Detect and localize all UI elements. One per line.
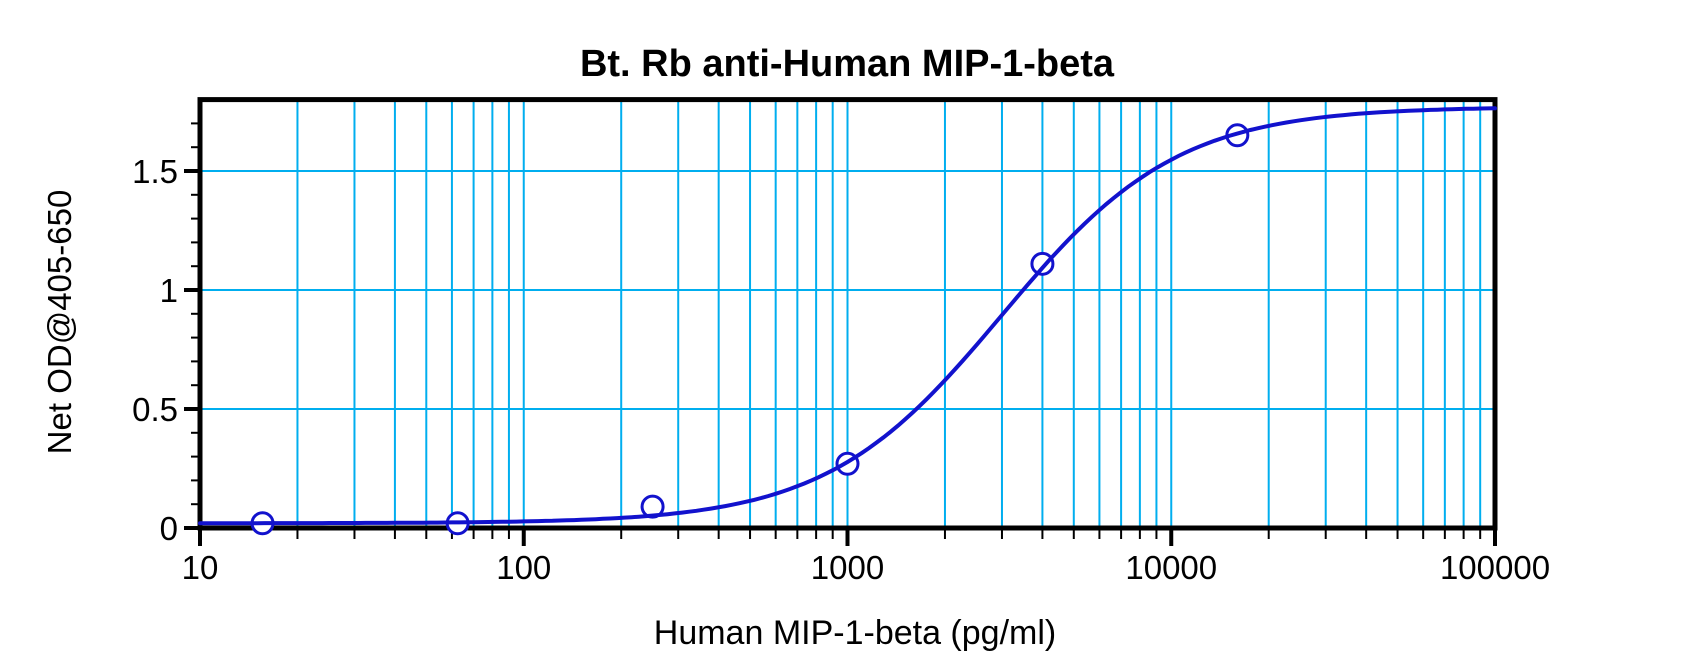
fit-curve-path (198, 106, 1497, 526)
y-tick-label: 0.5 (132, 391, 178, 428)
x-axis-ticks (198, 530, 1497, 546)
x-tick-labels: 10 100 1000 10000 100000 (182, 549, 1550, 586)
y-axis-ticks (184, 122, 198, 530)
x-tick-label: 1000 (811, 549, 884, 586)
plot-frame (197, 97, 1498, 531)
y-tick-label: 1 (160, 272, 178, 309)
vertical-gridlines (296, 99, 1482, 528)
y-tick-labels: 0 0.5 1 1.5 (132, 153, 178, 547)
y-tick-label: 0 (160, 510, 178, 547)
chart-title: Bt. Rb anti-Human MIP-1-beta (580, 43, 1115, 85)
x-tick-label: 10000 (1125, 549, 1217, 586)
plot-frame-box (197, 97, 1498, 531)
y-tick-label: 1.5 (132, 153, 178, 190)
x-tick-label: 100000 (1440, 549, 1550, 586)
x-tick-label: 10 (182, 549, 219, 586)
fit-curve (198, 106, 1497, 526)
data-point-marker (1030, 251, 1055, 276)
x-axis-label: Human MIP-1-beta (pg/ml) (654, 614, 1056, 652)
x-tick-label: 100 (496, 549, 551, 586)
y-axis-label: Net OD@405-650 (41, 190, 78, 455)
